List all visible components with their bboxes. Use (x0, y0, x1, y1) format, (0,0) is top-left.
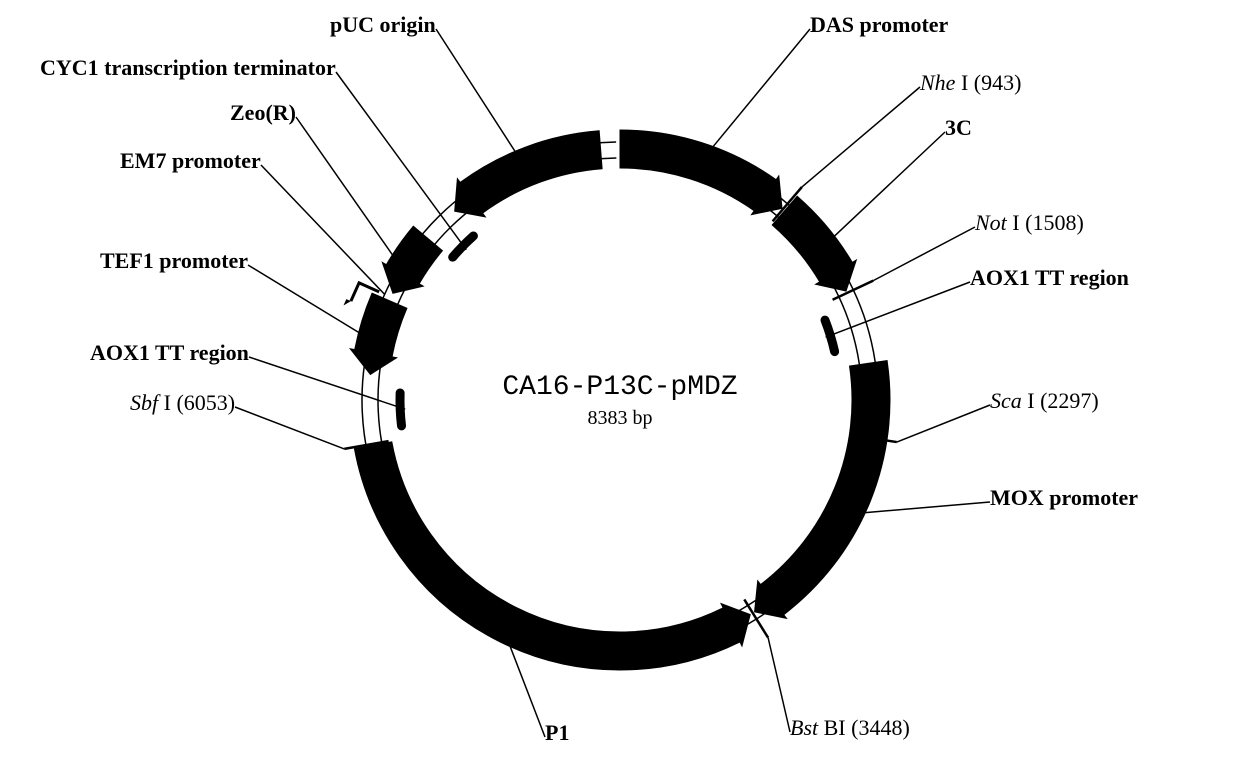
leader-line (248, 265, 359, 332)
leader-line (713, 29, 810, 147)
label-3c: 3C (945, 115, 972, 141)
label-aox1-right: AOX1 TT region (970, 265, 1129, 291)
plasmid-size: 8383 bp (588, 407, 653, 429)
leader-line (336, 72, 466, 250)
leader-line (436, 29, 515, 151)
plasmid-map: CA16-P13C-pMDZ 8383 bp (0, 0, 1240, 761)
leader-line (261, 165, 385, 294)
leader-line (235, 407, 344, 449)
label-das-promoter: DAS promoter (810, 12, 948, 38)
leader-line (897, 405, 990, 442)
leader-line (826, 282, 970, 337)
feature-p1 (354, 442, 739, 670)
plasmid-name: CA16-P13C-pMDZ (502, 372, 737, 403)
label-cyc1: CYC1 transcription terminator (40, 55, 336, 81)
label-not-i: Not I (1508) (975, 210, 1084, 236)
feature-puc-origin (461, 131, 603, 213)
label-p1: P1 (545, 720, 569, 746)
label-mox-promoter: MOX promoter (990, 485, 1138, 511)
label-sbf-i: Sbf I (6053) (130, 390, 235, 416)
leader-line (768, 638, 790, 732)
label-bst-bi: Bst BI (3448) (790, 715, 910, 741)
label-puc-origin: pUC origin (330, 12, 436, 38)
leader-line (865, 502, 990, 513)
feature-das-promoter (620, 130, 776, 210)
leader-line (835, 132, 945, 236)
label-sca-i: Sca I (2297) (990, 388, 1099, 414)
leader-line (873, 227, 975, 281)
leader-line (510, 647, 545, 737)
inner-mark (400, 393, 402, 426)
label-zeo(r): Zeo(R) (230, 100, 296, 126)
leader-line (296, 117, 392, 255)
feature-mox-promoter (761, 361, 890, 615)
label-tef1-promoter: TEF1 promoter (100, 248, 248, 274)
label-aox1-left: AOX1 TT region (90, 340, 249, 366)
label-em7-promoter: EM7 promoter (120, 148, 261, 174)
label-nhe-i: Nhe I (943) (920, 70, 1021, 96)
